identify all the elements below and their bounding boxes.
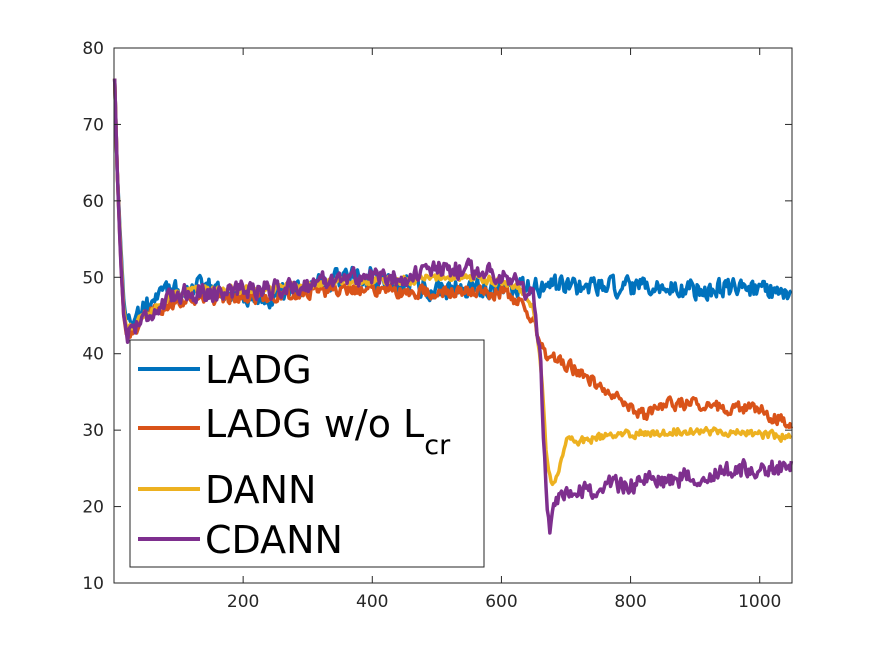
- axes-frame: [113, 47, 793, 584]
- y-tick-label: 60: [82, 192, 104, 212]
- legend-entry-ladg-wo-lcr: LADG w/o Lcr: [138, 402, 451, 461]
- legend-label-ladg: LADG: [205, 348, 312, 392]
- legend-label-cdann: CDANN: [205, 518, 343, 562]
- y-tick-label: 20: [82, 498, 104, 518]
- x-tick-label: 200: [227, 592, 259, 612]
- legend-label-ladg-wo-lcr: LADG w/o Lcr: [205, 402, 451, 461]
- y-tick-label: 10: [82, 574, 104, 594]
- y-tick-label: 50: [82, 268, 104, 288]
- x-tick-label: 1000: [738, 592, 781, 612]
- x-tick-label: 600: [485, 592, 517, 612]
- legend-box: [129, 339, 485, 568]
- x-tick-label: 400: [356, 592, 388, 612]
- legend-label-dann: DANN: [205, 468, 316, 512]
- y-tick-label: 80: [82, 39, 104, 59]
- legend-entry-cdann: CDANN: [138, 518, 343, 562]
- y-tick-label: 30: [82, 421, 104, 441]
- y-tick-label: 70: [82, 115, 104, 135]
- legend-label-subscript: cr: [424, 430, 451, 461]
- legend-entry-ladg: LADG: [138, 348, 312, 392]
- series-line-cdann: [112, 78, 794, 535]
- legend: LADG LADG w/o Lcr DANN CDANN: [129, 339, 485, 568]
- x-tick-label: 800: [614, 592, 646, 612]
- series-lines: [112, 78, 794, 535]
- y-tick-label: 40: [82, 345, 104, 365]
- axes: 200 400 600 800 1000 10 20 30 40 50 60 70 80: [82, 39, 793, 612]
- legend-entry-dann: DANN: [138, 468, 316, 512]
- legend-label-main: LADG w/o L: [205, 402, 424, 446]
